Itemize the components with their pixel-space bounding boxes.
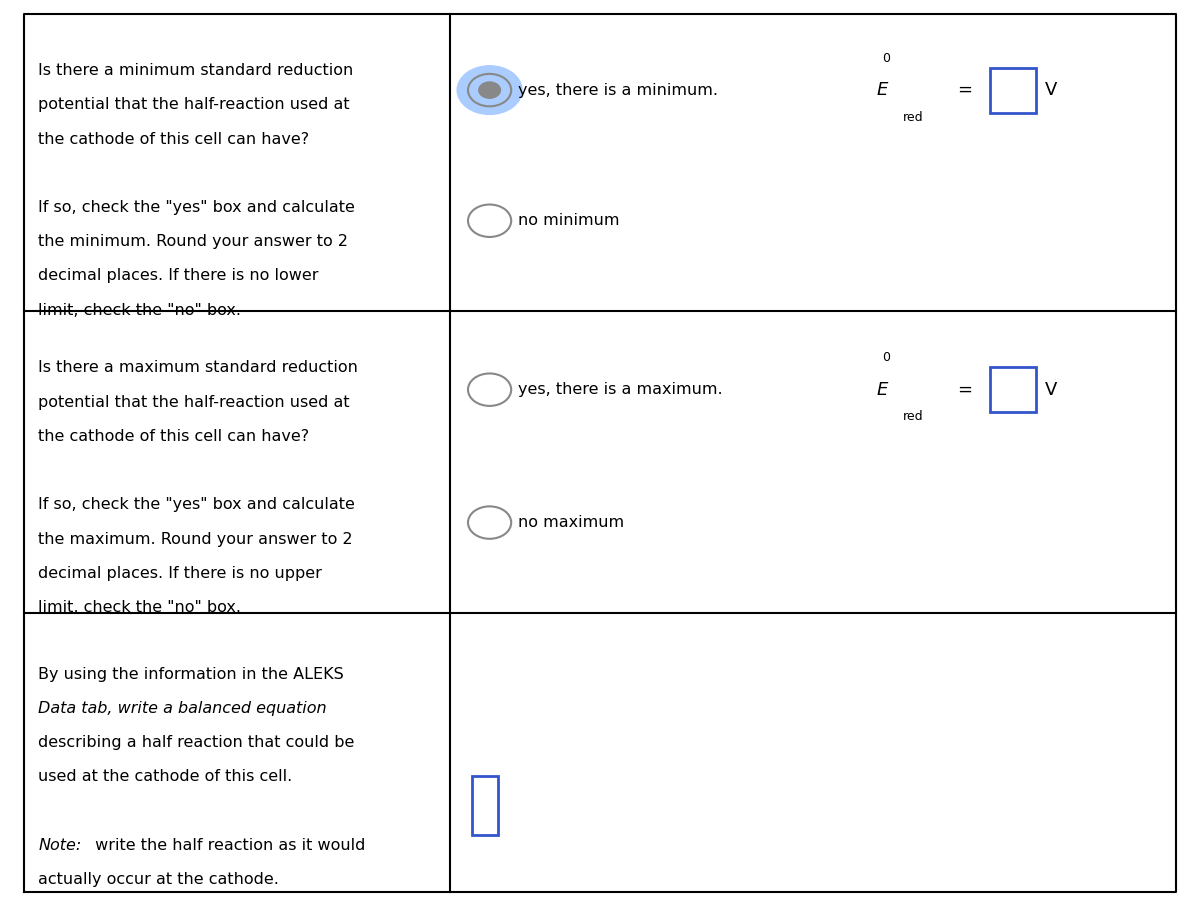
Text: the maximum. Round your answer to 2: the maximum. Round your answer to 2 — [38, 532, 353, 547]
Text: decimal places. If there is no lower: decimal places. If there is no lower — [38, 268, 319, 284]
Text: write the half reaction as it would: write the half reaction as it would — [90, 838, 365, 853]
Text: red: red — [902, 411, 923, 423]
Circle shape — [479, 82, 500, 98]
Text: no maximum: no maximum — [518, 515, 624, 530]
Text: By using the information in the ALEKS: By using the information in the ALEKS — [38, 667, 344, 682]
Text: used at the cathode of this cell.: used at the cathode of this cell. — [38, 769, 293, 785]
Text: no minimum: no minimum — [518, 214, 620, 228]
Text: $E$: $E$ — [876, 381, 889, 398]
Text: Is there a minimum standard reduction: Is there a minimum standard reduction — [38, 63, 354, 78]
Text: actually occur at the cathode.: actually occur at the cathode. — [38, 872, 280, 887]
Text: If so, check the "yes" box and calculate: If so, check the "yes" box and calculate — [38, 200, 355, 215]
Text: If so, check the "yes" box and calculate: If so, check the "yes" box and calculate — [38, 497, 355, 513]
Text: Is there a maximum standard reduction: Is there a maximum standard reduction — [38, 360, 359, 376]
Text: Data tab, write a balanced equation: Data tab, write a balanced equation — [38, 701, 328, 716]
Text: red: red — [902, 111, 923, 123]
Text: the minimum. Round your answer to 2: the minimum. Round your answer to 2 — [38, 234, 348, 250]
Bar — [990, 368, 1036, 413]
Text: decimal places. If there is no upper: decimal places. If there is no upper — [38, 566, 323, 581]
Bar — [472, 777, 498, 835]
Text: Note:: Note: — [38, 838, 82, 853]
Text: yes, there is a maximum.: yes, there is a maximum. — [518, 382, 724, 397]
Text: limit, check the "no" box.: limit, check the "no" box. — [38, 303, 241, 318]
Text: $E$: $E$ — [876, 81, 889, 99]
Text: 0: 0 — [882, 52, 890, 65]
Text: limit, check the "no" box.: limit, check the "no" box. — [38, 600, 241, 615]
Text: V: V — [1045, 81, 1057, 99]
Text: potential that the half-reaction used at: potential that the half-reaction used at — [38, 395, 350, 410]
Circle shape — [457, 66, 522, 114]
Text: the cathode of this cell can have?: the cathode of this cell can have? — [38, 429, 310, 444]
Text: =: = — [958, 81, 973, 99]
Text: potential that the half-reaction used at: potential that the half-reaction used at — [38, 97, 350, 113]
Text: 0: 0 — [882, 351, 890, 364]
Text: =: = — [958, 381, 973, 398]
Text: describing a half reaction that could be: describing a half reaction that could be — [38, 735, 355, 751]
Text: yes, there is a minimum.: yes, there is a minimum. — [518, 83, 719, 97]
Bar — [990, 68, 1036, 113]
Text: V: V — [1045, 381, 1057, 398]
Text: the cathode of this cell can have?: the cathode of this cell can have? — [38, 132, 310, 147]
